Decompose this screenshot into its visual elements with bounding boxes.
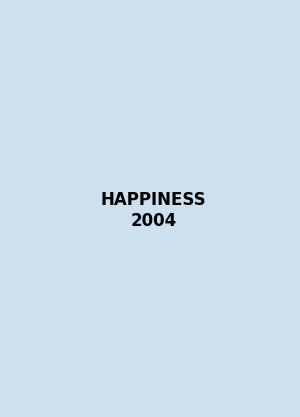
Text: HAPPINESS
2004: HAPPINESS 2004 xyxy=(101,191,207,230)
